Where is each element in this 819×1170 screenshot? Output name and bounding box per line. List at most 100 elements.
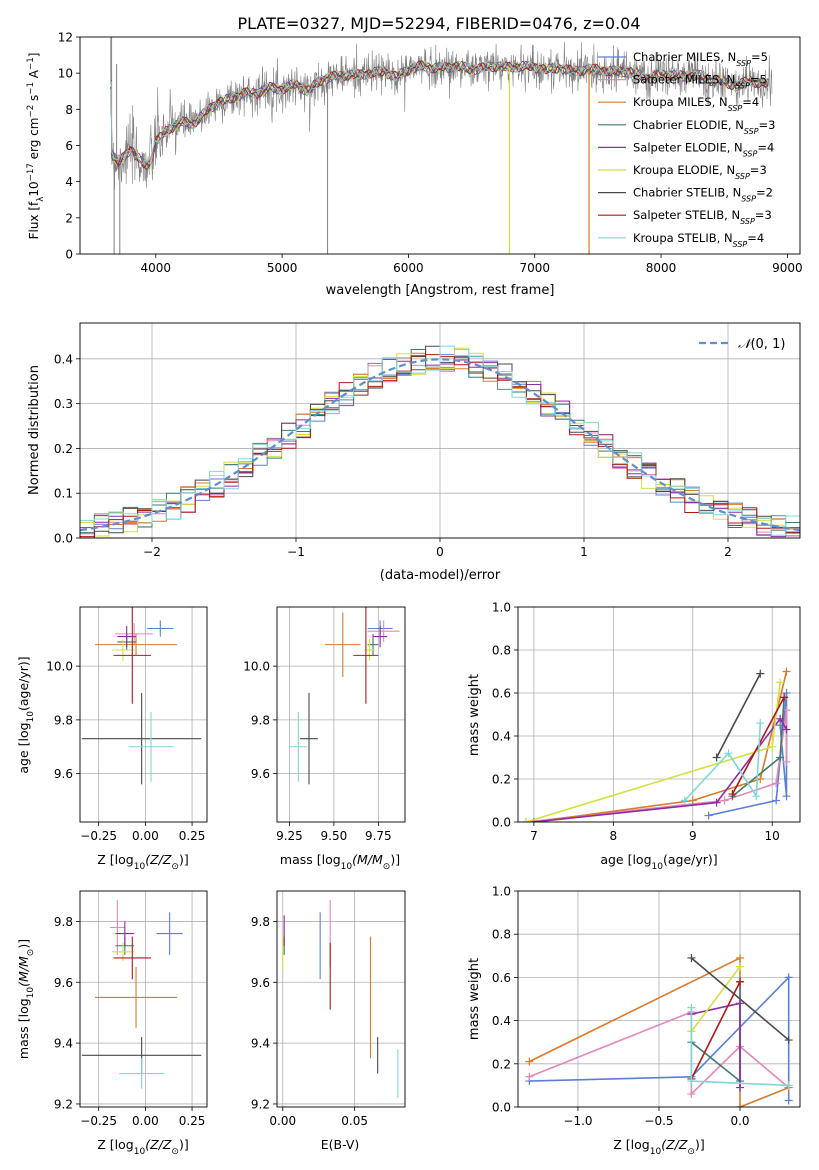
legend-n: N (726, 163, 735, 177)
spectrum-model-line (110, 61, 769, 165)
weight-vs-Z-xlabel-part: )] (695, 1137, 705, 1152)
legend-sub: SSP (728, 104, 743, 113)
weight-vs-Z-series-marker (687, 1077, 696, 1086)
mass-vs-Z-ytick-label: 9.2 (54, 1097, 73, 1111)
spectrum-legend-label: Kroupa STELIB, NSSP=4 (633, 231, 764, 249)
age-vs-mass-errorbar-point (325, 612, 361, 677)
spectrum-ytick-label: 8 (65, 103, 73, 117)
legend-nval: 2 (766, 186, 773, 200)
legend-sep: , (727, 140, 734, 154)
panels: 4000 5000 6000 7000 8000 9000024681012wavelen… (16, 31, 803, 1158)
histogram-ytick-label: 0.0 (54, 532, 73, 546)
weight-vs-Z-xlabel-part: ⊙ (687, 1147, 695, 1157)
legend-nval: 4 (757, 231, 764, 245)
age-vs-mass-panel: 9.25 9.50 9.75 9.6 9.8 10.0 mass [log10(M/M⊙)] (243, 606, 406, 872)
mass-vs-Z-xlabel: Z [log10(Z/Z⊙)] (97, 1137, 188, 1157)
weight-vs-Z-ytick-label: 0.0 (492, 1101, 511, 1115)
legend-sep: , (728, 118, 735, 132)
weight-vs-age-series-marker (756, 669, 765, 678)
spectrum-xtick-label: 7000 (519, 261, 550, 275)
histogram-xtick-label: −1 (287, 545, 305, 559)
spectrum-xlabel: wavelength [Angstrom, rest frame] (326, 283, 555, 298)
weight-vs-Z-series-marker (736, 1083, 745, 1092)
legend-nval: 5 (759, 73, 766, 87)
legend-sub: SSP (741, 194, 756, 203)
mass-vs-Z-grid (80, 891, 207, 1107)
histogram-step-line (80, 345, 800, 536)
legend-model: Kroupa STELIB (633, 231, 717, 245)
figure-title: PLATE=0327, MJD=52294, FIBERID=0476, z=0… (237, 14, 640, 33)
mass-vs-Z-xlabel-part: Z [log (97, 1137, 133, 1152)
weight-vs-age-frame (517, 606, 801, 823)
spectrum-ylabel-part: −1 (26, 82, 36, 95)
mass-vs-Z-xlabel-part: 10 (134, 1147, 146, 1157)
weight-vs-age-series-marker (772, 779, 781, 788)
spectrum-ylabel-part: −17 (26, 163, 36, 181)
age-vs-Z-xlabel: Z [log10(Z/Z⊙)] (97, 852, 188, 872)
legend-n: N (728, 50, 737, 64)
legend-eq: = (755, 208, 765, 222)
weight-vs-Z-ytick-label: 0.2 (492, 1057, 511, 1071)
weight-vs-age-ytick-label: 0.4 (492, 730, 511, 744)
mass-vs-Z-plot-area (81, 900, 202, 1089)
weight-vs-age-series-marker (756, 719, 765, 728)
age-vs-Z-errorbar-point (111, 639, 135, 661)
spectrum-legend-label: Salpeter STELIB, NSSP=3 (633, 208, 772, 226)
age-vs-mass-xlabel-part: (M/M (352, 852, 383, 867)
spectrum-ytick-label: 12 (58, 31, 73, 45)
weight-vs-Z-series-marker (736, 953, 745, 962)
spectrum-ylabel-part: erg cm (27, 118, 41, 164)
age-vs-Z-errorbar-point (117, 625, 137, 648)
weight-vs-Z-series-marker (687, 1003, 696, 1012)
weight-vs-age-series-marker (782, 792, 791, 801)
weight-vs-age-series-marker (712, 753, 721, 762)
legend-n: N (734, 140, 743, 154)
legend-n: N (719, 95, 728, 109)
weight-vs-Z-ylabel: mass weight (467, 958, 482, 1040)
age-vs-mass-xtick-label: 9.75 (365, 829, 392, 843)
spectrum-xtick-label: 9000 (772, 261, 803, 275)
age-vs-Z-ytick-label: 10.0 (46, 660, 73, 674)
weight-vs-age-series-marker (776, 753, 785, 762)
age-vs-Z-errorbar-point (147, 620, 174, 637)
mass-vs-Z-xtick-label: 0.25 (179, 1114, 206, 1128)
weight-vs-age-series-marker (752, 792, 761, 801)
age-vs-mass-xlabel-part: )] (390, 852, 400, 867)
age-vs-Z-xlabel-part: (Z/Z (145, 852, 172, 867)
weight-vs-Z-series-marker (784, 1096, 793, 1105)
mass-vs-Z-errorbar-point (113, 936, 151, 980)
weight-vs-Z-series-line (690, 981, 741, 1080)
weight-vs-Z-xlabel-part: (Z/Z (661, 1137, 688, 1152)
age-vs-mass-grid (277, 607, 405, 822)
mass-vs-Z-ylabel-part: 10 (26, 987, 36, 999)
legend-eq: = (742, 95, 752, 109)
weight-vs-Z-ytick-label: 0.4 (492, 1014, 511, 1028)
weight-vs-age-ytick-label: 0.8 (492, 644, 511, 658)
mass-vs-ebv-ytick-label: 9.4 (251, 1037, 270, 1051)
weight-vs-age-series-marker (780, 693, 789, 702)
weight-vs-age-xlabel-part: (age/yr)] (663, 852, 718, 867)
spectrum-ylabel-part: ] (27, 53, 41, 58)
weight-vs-Z-series-marker (736, 999, 745, 1008)
weight-vs-age-grid (518, 606, 800, 823)
weight-vs-Z-xtick-label: −1.0 (563, 1114, 592, 1128)
spectrum-ytick-label: 0 (65, 248, 73, 262)
weight-vs-Z-series-marker (687, 1090, 696, 1099)
weight-vs-Z-series-line (690, 966, 741, 1032)
age-vs-Z-xtick-label: −0.25 (80, 829, 117, 843)
mass-vs-ebv-plot-area (282, 900, 399, 1098)
mass-vs-Z-ytick-label: 9.4 (54, 1037, 73, 1051)
mass-vs-Z-frame (79, 890, 208, 1108)
weight-vs-Z-series-marker (687, 953, 696, 962)
age-vs-Z-errorbar-point (113, 607, 151, 704)
age-vs-Z-errorbar-point (81, 693, 202, 785)
legend-model: Kroupa MILES (633, 95, 712, 109)
weight-vs-age-series-marker (776, 714, 785, 723)
age-vs-Z-xlabel-part: ⊙ (171, 862, 179, 872)
mass-vs-ebv-panel: 0.00 0.05 9.2 9.4 9.6 9.8 E(B-V) (251, 890, 406, 1152)
weight-vs-age-series-marker (782, 667, 791, 676)
mass-vs-Z-errorbar-point (156, 912, 183, 955)
mass-vs-Z-ylabel-part: ⊙ (26, 949, 36, 957)
weight-vs-age-xtick-label: 10 (765, 829, 780, 843)
